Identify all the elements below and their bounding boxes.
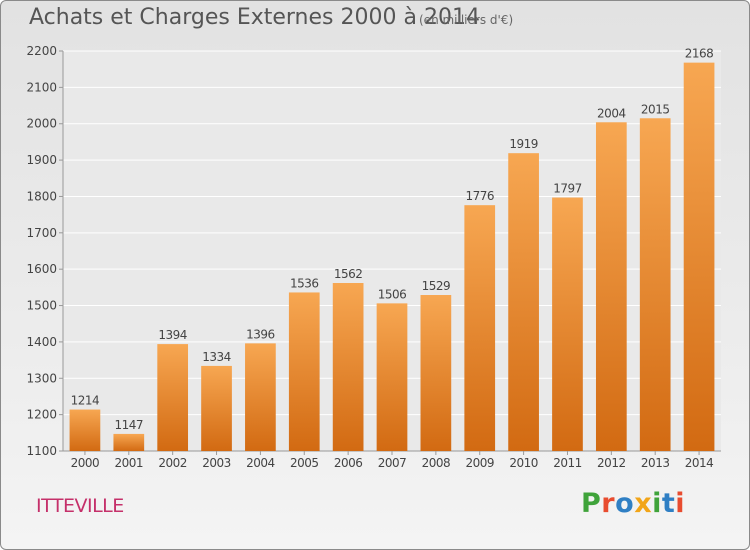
- logo-letter: r: [601, 488, 616, 519]
- data-label: 1394: [158, 328, 187, 342]
- chart-title: Achats et Charges Externes 2000 à 2014: [29, 5, 480, 30]
- y-tick-label: 1800: [26, 189, 57, 203]
- bar: [376, 303, 408, 451]
- data-label: 1396: [246, 327, 275, 341]
- x-tick-label: 2000: [71, 456, 100, 470]
- x-tick-label: 2011: [553, 456, 582, 470]
- x-tick-label: 2004: [246, 456, 275, 470]
- x-tick-label: 2012: [597, 456, 626, 470]
- bar: [69, 409, 101, 451]
- x-tick-label: 2001: [115, 456, 144, 470]
- bar: [508, 153, 539, 451]
- x-tick-label: 2003: [202, 456, 231, 470]
- y-tick-label: 1500: [26, 299, 57, 313]
- logo-letter: i: [675, 488, 686, 519]
- bar: [245, 343, 276, 451]
- bar: [683, 62, 715, 452]
- bar: [552, 197, 583, 451]
- logo-letter: P: [581, 488, 602, 519]
- y-tick-label: 1300: [26, 371, 57, 385]
- y-tick-label: 1600: [26, 262, 57, 276]
- logo-letter: x: [634, 488, 653, 519]
- x-tick-label: 2005: [290, 456, 319, 470]
- y-tick-label: 1900: [26, 153, 57, 167]
- bar: [288, 292, 320, 451]
- data-label: 1776: [465, 189, 494, 203]
- data-label: 2168: [685, 47, 714, 61]
- data-label: 1214: [71, 394, 100, 408]
- bar: [595, 122, 627, 451]
- bar: [113, 433, 145, 451]
- place-name: ITTEVILLE: [36, 495, 124, 517]
- data-label: 1797: [553, 182, 582, 196]
- x-tick-label: 2007: [378, 456, 407, 470]
- data-label: 2004: [597, 106, 626, 120]
- data-label: 2015: [641, 102, 670, 116]
- y-tick-label: 1100: [26, 444, 57, 458]
- data-label: 1506: [378, 287, 407, 301]
- x-tick-label: 2010: [509, 456, 538, 470]
- data-label: 1919: [509, 137, 538, 151]
- x-tick-label: 2013: [641, 456, 670, 470]
- data-label: 1529: [422, 279, 451, 293]
- bar: [639, 118, 671, 451]
- y-tick-label: 2100: [26, 80, 57, 94]
- data-label: 1147: [115, 418, 144, 432]
- logo-letter: t: [661, 488, 676, 519]
- y-tick-label: 1200: [26, 408, 57, 422]
- y-tick-label: 1700: [26, 226, 57, 240]
- proxiti-logo: Proxiti: [581, 488, 685, 519]
- bar: [201, 365, 232, 451]
- x-tick-label: 2006: [334, 456, 363, 470]
- y-tick-label: 2000: [26, 117, 57, 131]
- data-label: 1562: [334, 267, 363, 281]
- x-tick-label: 2002: [158, 456, 187, 470]
- data-label: 1536: [290, 276, 319, 290]
- y-tick-label: 1400: [26, 335, 57, 349]
- chart-subtitle: (en milliers d'€): [419, 13, 514, 27]
- logo-letter: o: [615, 488, 635, 519]
- x-tick-label: 2009: [465, 456, 494, 470]
- x-tick-label: 2008: [422, 456, 451, 470]
- bar: [332, 283, 364, 451]
- bar: [464, 205, 496, 451]
- logo-letter: i: [652, 488, 662, 519]
- data-label: 1334: [202, 350, 231, 364]
- bar: [157, 344, 189, 451]
- x-tick-label: 2014: [685, 456, 714, 470]
- y-tick-label: 2200: [26, 44, 57, 58]
- bar: [420, 295, 452, 451]
